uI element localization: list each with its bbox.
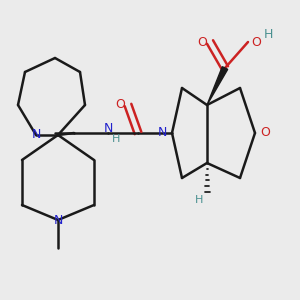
Text: O: O [251,35,261,49]
Text: O: O [115,98,125,112]
Text: H: H [263,28,273,40]
Text: N: N [157,127,167,140]
Polygon shape [207,67,228,105]
Text: N: N [103,122,113,136]
Text: O: O [260,127,270,140]
Text: H: H [112,134,120,144]
Text: N: N [31,128,41,142]
Text: N: N [53,214,63,226]
Text: O: O [197,35,207,49]
Text: H: H [195,195,203,205]
